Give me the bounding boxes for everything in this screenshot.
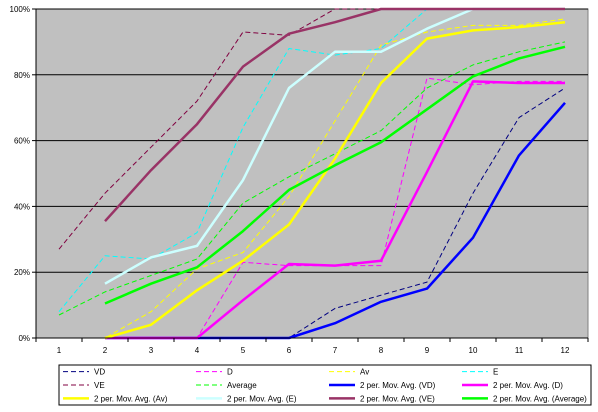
legend-label: 2 per. Mov. Avg. (D): [493, 381, 563, 390]
legend-label: Av: [360, 368, 369, 377]
y-tick-label: 40%: [14, 202, 30, 211]
series-line-average: [58, 41, 566, 316]
x-tick-label: 4: [195, 346, 200, 355]
legend-label: VD: [94, 368, 105, 377]
legend-label: 2 per. Mov. Avg. (VE): [360, 394, 435, 403]
series-line-av: [59, 18, 566, 339]
x-tick-label: 9: [425, 346, 430, 355]
legend-label: Average: [227, 381, 257, 390]
axes: 0%20%40%60%80%100%1 2 3 4 5 6 7 8 9 10 11 12: [10, 5, 589, 355]
x-tick-label: 11: [515, 346, 524, 355]
y-tick-label: 20%: [14, 268, 30, 277]
x-tick-label: 5: [241, 346, 246, 355]
plot-background: [35, 8, 589, 339]
x-tick-label: 12: [561, 346, 570, 355]
legend-label: E: [493, 368, 498, 377]
x-tick-label: 10: [469, 346, 478, 355]
series-line-2-per-mov-avg-average: [104, 45, 566, 305]
x-tick-label: 2: [103, 346, 108, 355]
legend-label: VE: [94, 381, 105, 390]
legend-label: 2 per. Mov. Avg. (E): [227, 394, 297, 403]
y-tick-label: 100%: [10, 5, 30, 14]
x-tick-label: 1: [57, 346, 62, 355]
legend: VD D Av E VE Average 2 per. Mov. Avg. (VD) 2 pe…: [58, 364, 592, 406]
x-tick-label: 6: [287, 346, 292, 355]
series-line-2-per-mov-avg-av: [104, 20, 566, 340]
legend-label: 2 per. Mov. Avg. (VD): [360, 381, 436, 390]
x-tick-label: 8: [379, 346, 384, 355]
legend-label: 2 per. Mov. Avg. (Average): [493, 394, 587, 403]
y-tick-label: 80%: [14, 71, 30, 80]
legend-label: D: [227, 368, 233, 377]
x-tick-label: 7: [333, 346, 338, 355]
legend-label: 2 per. Mov. Avg. (Av): [94, 394, 168, 403]
plot-area: [35, 7, 589, 340]
x-tick-label: 3: [149, 346, 154, 355]
legend-box: [58, 364, 592, 406]
y-tick-label: 60%: [14, 137, 30, 146]
y-tick-label: 0%: [18, 334, 30, 343]
series-line-2-per-mov-avg-ve: [104, 7, 565, 223]
